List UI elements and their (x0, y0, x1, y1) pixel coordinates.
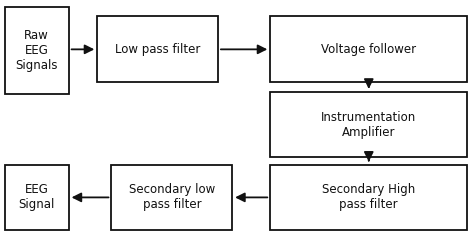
Text: Secondary low
pass filter: Secondary low pass filter (129, 183, 215, 212)
Bar (270, 16, 467, 82)
Bar (5, 7, 69, 94)
Text: Low pass filter: Low pass filter (115, 43, 201, 56)
Bar (97, 16, 218, 82)
Text: Secondary High
pass filter: Secondary High pass filter (322, 183, 415, 212)
Bar (270, 92, 467, 157)
Text: Raw
EEG
Signals: Raw EEG Signals (16, 29, 58, 72)
Text: Instrumentation
Amplifier: Instrumentation Amplifier (321, 110, 416, 139)
Bar (270, 164, 467, 230)
Text: Voltage follower: Voltage follower (321, 43, 416, 56)
Text: EEG
Signal: EEG Signal (18, 183, 55, 212)
Bar (5, 164, 69, 230)
Bar (111, 164, 232, 230)
